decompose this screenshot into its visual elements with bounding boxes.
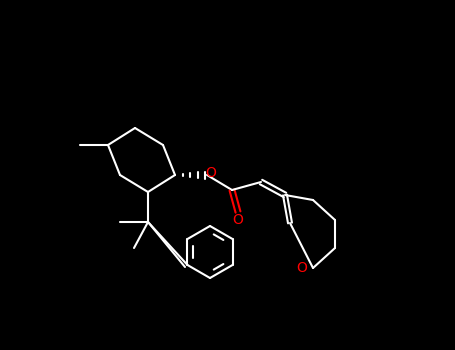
Text: O: O (296, 261, 307, 275)
Text: O: O (233, 213, 243, 227)
Text: O: O (206, 166, 217, 180)
